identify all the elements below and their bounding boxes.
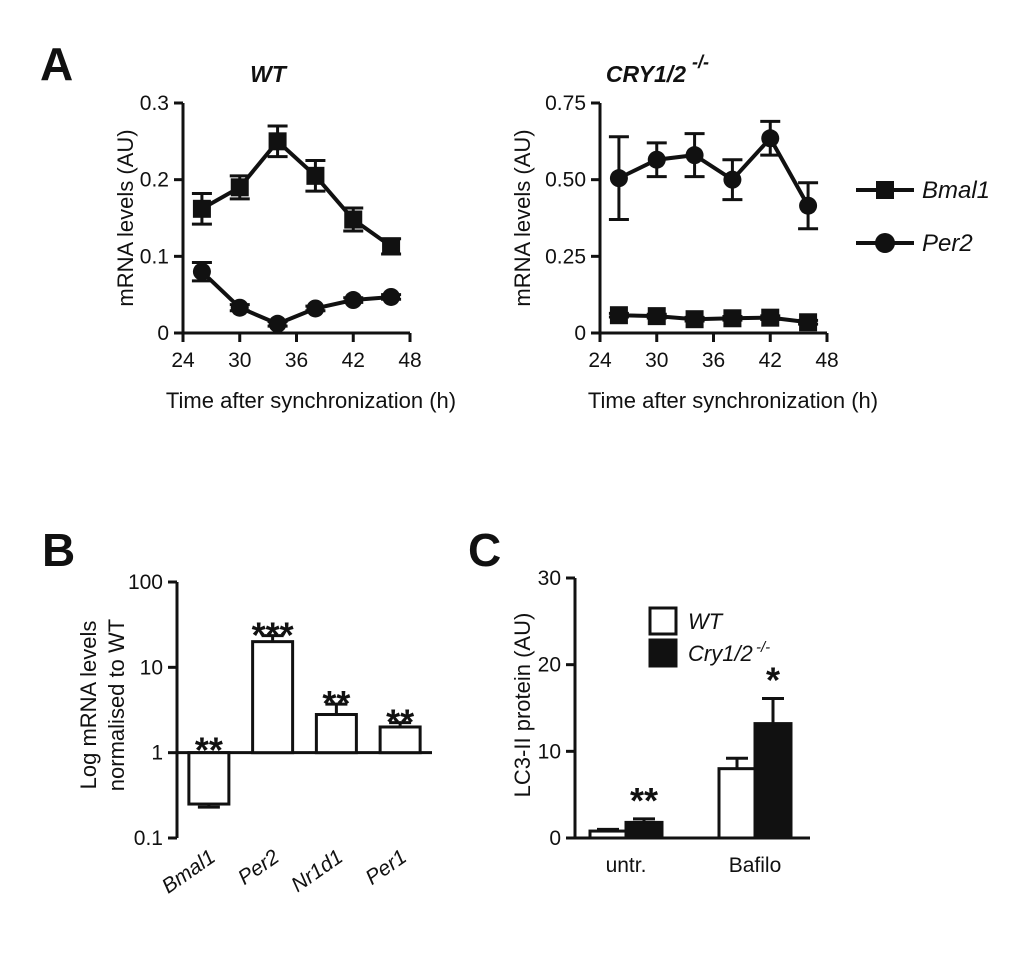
legend-label-cry-superscript: -/- (756, 639, 770, 656)
legend-square-marker (876, 181, 894, 199)
data-point-bmal1 (685, 310, 704, 329)
legend-label-cry: Cry1/2 (688, 641, 753, 666)
x-tick-label: 24 (171, 349, 195, 372)
significance-marker: ** (630, 780, 658, 821)
data-point-bmal1 (306, 166, 325, 185)
data-point-bmal1 (268, 132, 287, 151)
data-point-per2 (268, 314, 287, 333)
category-label: untr. (606, 854, 647, 877)
bar-wt-bafilo (717, 767, 757, 840)
y-tick-label: 0 (574, 322, 586, 345)
chart-b: Log mRNA levels normalised to WT 0.1 1 10 1… (76, 571, 432, 898)
y-tick-label: 0.2 (140, 169, 169, 192)
legend-label-per2: Per2 (922, 230, 973, 257)
panel-label-b: B (42, 524, 75, 576)
data-point-per2 (761, 129, 780, 148)
data-point-bmal1 (382, 237, 401, 256)
data-point-bmal1 (723, 309, 742, 328)
y-axis-label: mRNA levels (AU) (113, 129, 138, 306)
category-label: Bafilo (729, 854, 782, 877)
x-axis-label: Time after synchronization (h) (166, 388, 456, 413)
chart-title-superscript: -/- (692, 52, 709, 72)
chart-title: WT (250, 61, 288, 87)
data-point-bmal1 (609, 306, 628, 325)
data-point-bmal1 (192, 199, 211, 218)
data-point-bmal1 (799, 313, 818, 332)
y-tick-label: 1 (151, 742, 163, 765)
chart-a-cry: CRY1/2 -/- mRNA levels (AU) Time after s… (510, 52, 878, 413)
data-point-per2 (685, 146, 704, 165)
x-tick-label: 36 (702, 349, 725, 372)
data-point-bmal1 (647, 307, 666, 326)
significance-marker: ** (195, 730, 223, 771)
y-tick-label: 10 (140, 656, 163, 679)
bar-cry-bafilo (753, 722, 793, 840)
y-axis-label-line2: normalised to WT (104, 619, 129, 791)
panel-label-c: C (468, 524, 501, 576)
chart-c: LC3-II protein (AU) WT Cry1/2 -/- 0 10 20 3… (510, 567, 810, 877)
y-tick-label: 0.1 (134, 827, 163, 850)
data-point-per2 (647, 150, 666, 169)
chart-title: CRY1/2 (606, 61, 686, 87)
category-label: Per1 (361, 845, 411, 889)
significance-marker: ** (322, 683, 350, 724)
x-tick-label: 36 (285, 349, 308, 372)
x-tick-label: 30 (228, 349, 251, 372)
legend-circle-marker (875, 233, 895, 253)
significance-marker: ** (386, 702, 414, 743)
x-tick-label: 48 (815, 349, 838, 372)
data-point-per2 (230, 298, 249, 317)
x-tick-label: 24 (588, 349, 612, 372)
y-tick-label: 30 (538, 567, 561, 590)
category-label: Bmal1 (158, 845, 220, 898)
significance-marker: * (766, 659, 780, 700)
y-tick-label: 10 (538, 740, 561, 763)
data-point-bmal1 (344, 210, 363, 229)
bar-per2 (251, 640, 295, 755)
legend-label-bmal1: Bmal1 (922, 177, 990, 204)
legend-swatch-wt (648, 606, 678, 636)
y-tick-label: 0.25 (545, 245, 586, 268)
series-line-per2 (618, 134, 810, 207)
legend-a: Bmal1 Per2 (856, 177, 990, 257)
y-tick-label: 0.75 (545, 92, 586, 115)
significance-marker: *** (252, 615, 294, 656)
data-point-per2 (344, 291, 363, 310)
y-tick-label: 100 (128, 571, 163, 594)
bar-wt-untr (588, 829, 628, 840)
bar-cry-untr (624, 820, 664, 840)
data-point-per2 (799, 196, 818, 215)
category-label: Per2 (234, 845, 284, 889)
legend-label-wt: WT (688, 609, 724, 634)
x-tick-label: 42 (342, 349, 365, 372)
y-axis-label: LC3-II protein (AU) (510, 613, 535, 798)
chart-a-wt: WT mRNA levels (AU) Time after synchroni… (113, 61, 456, 413)
data-point-bmal1 (761, 308, 780, 327)
x-axis-label: Time after synchronization (h) (588, 388, 878, 413)
x-tick-label: 48 (398, 349, 421, 372)
y-axis-label-line1: Log mRNA levels (76, 621, 101, 790)
y-tick-label: 0 (549, 827, 561, 850)
y-tick-label: 0.50 (545, 169, 586, 192)
data-point-per2 (306, 299, 325, 318)
data-point-per2 (382, 287, 401, 306)
panel-label-a: A (40, 38, 73, 90)
data-point-per2 (723, 170, 742, 189)
data-point-per2 (609, 169, 628, 188)
y-tick-label: 0.3 (140, 92, 169, 115)
x-tick-label: 42 (759, 349, 782, 372)
y-tick-label: 0.1 (140, 245, 169, 268)
y-tick-label: 0 (157, 322, 169, 345)
data-point-per2 (192, 262, 211, 281)
y-axis-label: mRNA levels (AU) (510, 129, 535, 306)
category-label: Nr1d1 (287, 845, 347, 897)
x-tick-label: 30 (645, 349, 668, 372)
y-tick-label: 20 (538, 654, 561, 677)
legend-swatch-cry (648, 638, 678, 668)
data-point-bmal1 (230, 178, 249, 197)
bar-bmal1 (187, 751, 231, 806)
